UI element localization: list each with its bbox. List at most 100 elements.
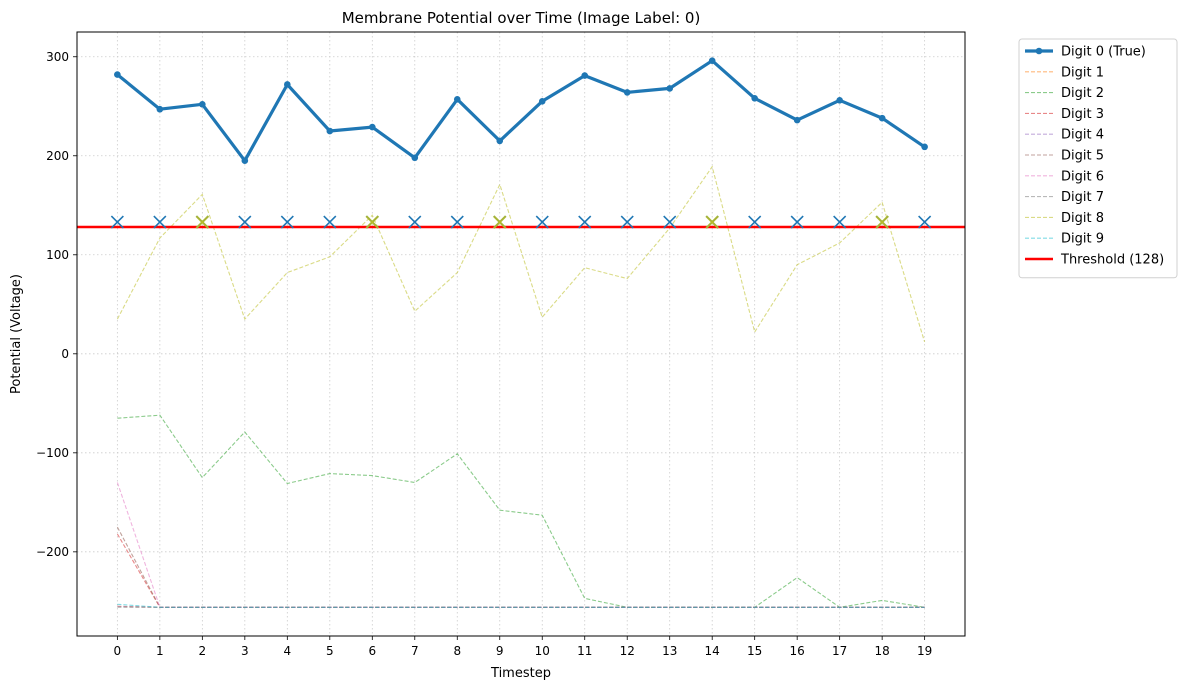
spike-marker: [280, 215, 294, 229]
x-tick-label: 3: [241, 644, 249, 658]
legend-entry: Digit 1: [1025, 65, 1104, 80]
legend-box: [1018, 38, 1178, 279]
series-line-digit-8: [116, 165, 926, 343]
spike-marker: [195, 215, 210, 229]
spike-marker: [620, 215, 634, 229]
y-axis-label: Potential (Voltage): [9, 274, 24, 394]
data-point: [114, 71, 121, 78]
legend-entry: Threshold (128): [1025, 253, 1164, 268]
spike-marker: [748, 215, 762, 229]
x-tick-label: 5: [326, 644, 334, 658]
x-tick-label: 6: [368, 644, 376, 658]
x-axis-label: Timestep: [490, 666, 551, 681]
data-point: [666, 85, 674, 92]
x-tick-label: 17: [832, 644, 847, 658]
legend-label: Digit 0 (True): [1061, 45, 1146, 60]
y-tick-label: −100: [36, 446, 69, 460]
data-point: [199, 100, 206, 108]
x-axis: 0 1 2 3 4 5 6 7 8 9 10 11 12 13 14 15 16 17 18 19: [114, 636, 932, 658]
data-point: [453, 96, 461, 103]
legend-label: Digit 1: [1061, 65, 1104, 80]
x-tick-label: 1: [156, 644, 164, 658]
y-tick-label: 200: [46, 149, 69, 163]
spike-marker: [833, 215, 847, 229]
legend-entry: Digit 3: [1025, 107, 1104, 122]
x-tick-label: 4: [283, 644, 291, 658]
spike-marker: [365, 215, 380, 229]
x-tick-label: 10: [535, 644, 550, 658]
x-tick-label: 0: [114, 644, 122, 658]
spike-marker: [790, 215, 804, 229]
data-point: [921, 143, 928, 151]
y-axis: −200 −100 0 100 200 300: [36, 50, 77, 559]
y-tick-label: 100: [46, 248, 69, 262]
spike-marker: [153, 215, 167, 229]
x-tick-label: 11: [577, 644, 592, 658]
spike-marker: [492, 215, 507, 229]
legend-entry: Digit 9: [1025, 232, 1104, 247]
legend-label: Digit 4: [1061, 128, 1104, 143]
legend-label: Digit 6: [1061, 169, 1104, 184]
spike-marker: [238, 215, 252, 229]
data-point: [326, 127, 334, 135]
legend-label: Digit 5: [1061, 149, 1104, 164]
data-point: [156, 105, 164, 113]
x-tick-label: 12: [620, 644, 635, 658]
y-tick-label: 0: [61, 347, 69, 361]
legend-entry: Digit 6: [1025, 169, 1104, 184]
data-point: [751, 95, 758, 102]
x-tick-label: 14: [705, 644, 720, 658]
legend: Digit 0 (True) Digit 1 Digit 2 Digit 3 Digit…: [1018, 38, 1178, 279]
spike-marker: [705, 215, 719, 229]
data-point: [284, 81, 291, 88]
legend-entry: Digit 8: [1025, 211, 1104, 226]
x-tick-label: 9: [496, 644, 504, 658]
x-tick-label: 8: [453, 644, 461, 658]
x-tick-label: 18: [875, 644, 890, 658]
grid-lines: [77, 32, 965, 636]
y-tick-label: 300: [46, 50, 69, 64]
series-line-digit-2: [117, 414, 925, 608]
x-tick-label: 7: [411, 644, 419, 658]
spike-marker: [663, 215, 677, 229]
spike-marker: [918, 215, 932, 229]
legend-entry: Digit 0 (True): [1025, 45, 1146, 60]
x-tick-label: 15: [747, 644, 762, 658]
data-point: [411, 154, 419, 162]
legend-label: Digit 9: [1061, 232, 1104, 247]
data-point: [241, 157, 249, 165]
legend-label: Digit 3: [1061, 107, 1104, 122]
spike-markers: [110, 215, 932, 229]
legend-label: Digit 2: [1061, 86, 1104, 101]
series-line-digit-0-true: [116, 59, 926, 163]
legend-label: Digit 8: [1061, 211, 1104, 226]
data-point: [708, 57, 716, 65]
plot-frame: [76, 31, 966, 637]
data-point: [538, 98, 546, 105]
data-point: [878, 114, 886, 122]
data-point: [623, 89, 631, 96]
legend-swatch-marker: [1035, 47, 1043, 55]
x-tick-label: 19: [917, 644, 932, 658]
legend-entry: Digit 7: [1025, 190, 1104, 205]
data-point: [793, 116, 801, 124]
spike-marker: [450, 215, 464, 229]
legend-entry: Digit 2: [1025, 86, 1104, 101]
spike-marker: [408, 215, 422, 229]
spike-marker: [875, 215, 889, 229]
x-tick-label: 16: [790, 644, 805, 658]
series-line-digit-9: [117, 603, 925, 608]
legend-label: Threshold (128): [1060, 253, 1164, 268]
data-point: [496, 137, 504, 145]
x-tick-label: 13: [662, 644, 677, 658]
chart-title: Membrane Potential over Time (Image Labe…: [342, 9, 701, 27]
spike-marker: [535, 215, 549, 229]
data-point: [581, 72, 589, 79]
data-point: [368, 123, 376, 131]
data-point: [836, 97, 843, 104]
spike-marker: [110, 215, 124, 229]
spike-marker: [323, 215, 337, 229]
legend-entry: Digit 5: [1025, 149, 1104, 164]
y-tick-label: −200: [36, 545, 69, 559]
